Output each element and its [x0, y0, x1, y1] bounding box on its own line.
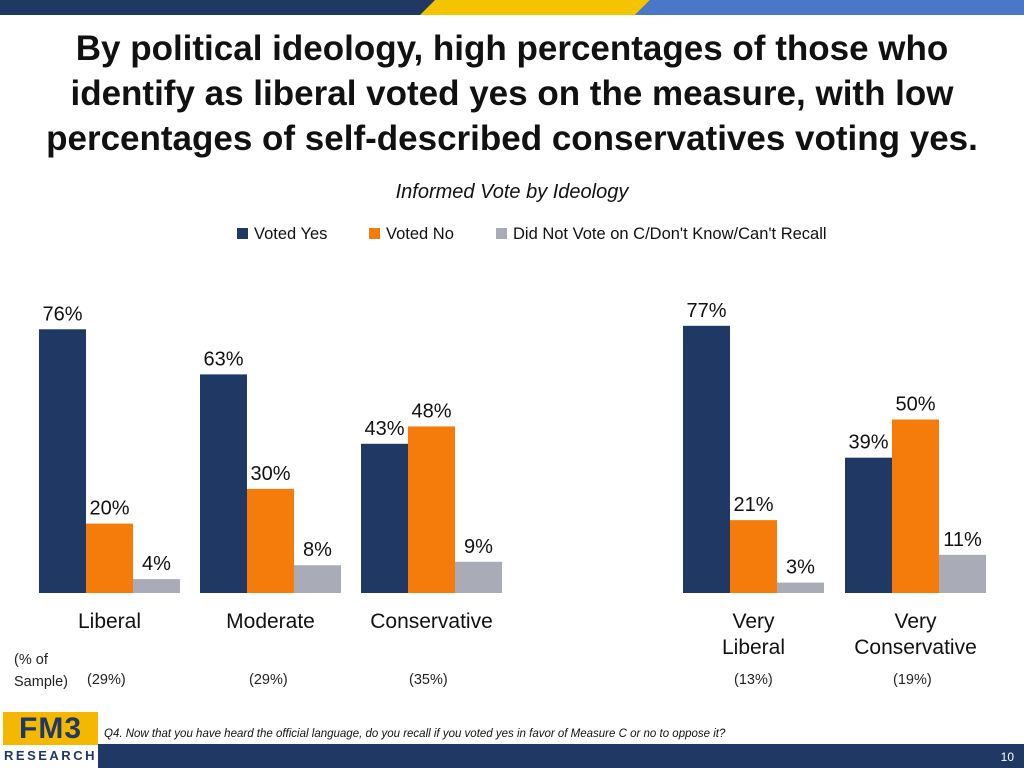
sample-label: (% of Sample) [14, 649, 68, 693]
bar-moderate-voted-yes [200, 374, 247, 593]
legend-item-voted-no: Voted No [369, 225, 454, 244]
data-label-very-conservative-voted-no: 50% [895, 394, 935, 416]
legend-item-voted-yes: Voted Yes [237, 225, 327, 244]
legend-label-voted-no: Voted No [386, 225, 454, 243]
data-label-very-liberal-voted-no: 21% [733, 494, 773, 516]
category-label-conservative: Conservative [370, 610, 493, 633]
legend-label-voted-yes: Voted Yes [254, 225, 328, 243]
bar-chart: 76% 20% 4% Liberal 63% 30% 8% Moderate 43% 48% 9% C… [39, 300, 986, 659]
sample-label-line-2: Sample) [14, 674, 68, 690]
title-line-1: By political ideology, high percentages … [75, 29, 949, 68]
bar-moderate-voted-no [247, 488, 294, 593]
bar-liberal-voted-no [86, 523, 133, 593]
data-label-conservative-voted-yes: 43% [364, 418, 404, 440]
top-banner [0, 0, 1024, 15]
data-label-moderate-did-not-vote: 8% [303, 539, 332, 561]
sample-value-moderate: (29%) [249, 672, 288, 688]
data-label-liberal-voted-yes: 76% [42, 303, 82, 325]
data-label-very-liberal-voted-yes: 77% [686, 300, 726, 322]
bar-very-liberal-voted-no [730, 520, 777, 593]
data-label-liberal-voted-no: 20% [89, 498, 129, 520]
title-line-2: identify as liberal voted yes on the mea… [70, 74, 954, 113]
bar-moderate-did-not-vote [294, 565, 341, 593]
data-label-liberal-did-not-vote: 4% [142, 553, 171, 575]
bar-very-conservative-did-not-vote [939, 554, 986, 593]
legend-item-did-not-vote: Did Not Vote on C/Don't Know/Can't Recal… [496, 225, 827, 244]
legend-swatch-did-not-vote [496, 228, 507, 239]
data-label-very-liberal-did-not-vote: 3% [786, 557, 815, 579]
data-label-moderate-voted-no: 30% [250, 463, 290, 485]
bar-conservative-voted-yes [361, 443, 408, 593]
page-number: 10 [1000, 750, 1014, 764]
bar-very-conservative-voted-yes [845, 457, 892, 593]
sample-value-very-liberal: (13%) [734, 672, 773, 688]
category-label-liberal: Liberal [78, 610, 141, 633]
bar-conservative-did-not-vote [455, 561, 502, 593]
title-line-3: percentages of self-described conservati… [46, 119, 978, 158]
category-label-moderate: Moderate [226, 610, 315, 633]
chart-subtitle: Informed Vote by Ideology [395, 181, 629, 203]
bar-liberal-voted-yes [39, 329, 86, 593]
bar-liberal-did-not-vote [133, 579, 180, 593]
fm3-logo: FM3 RESEARCH [0, 708, 98, 768]
sample-value-very-conservative: (19%) [893, 672, 932, 688]
logo-fm3-text: FM3 [3, 712, 98, 745]
sample-value-conservative: (35%) [409, 672, 448, 688]
category-label-very-conservative-line-1: Very [894, 610, 937, 633]
footer-bar [0, 744, 1024, 768]
data-label-moderate-voted-yes: 63% [203, 348, 243, 370]
data-label-conservative-voted-no: 48% [411, 400, 451, 422]
legend-swatch-voted-no [369, 228, 380, 239]
page-title: By political ideology, high percentages … [0, 26, 1024, 161]
data-label-very-conservative-did-not-vote: 11% [943, 529, 982, 551]
survey-question-footnote: Q4. Now that you have heard the official… [104, 728, 726, 740]
sample-label-line-1: (% of [14, 652, 48, 668]
legend-swatch-voted-yes [237, 228, 248, 239]
category-label-very-conservative-line-2: Conservative [854, 636, 977, 659]
legend-label-did-not-vote: Did Not Vote on C/Don't Know/Can't Recal… [513, 225, 827, 243]
sample-value-liberal: (29%) [87, 672, 126, 688]
data-label-conservative-did-not-vote: 9% [464, 536, 493, 558]
data-label-very-conservative-voted-yes: 39% [848, 432, 888, 454]
logo-research-text: RESEARCH [4, 748, 97, 763]
category-label-very-liberal-line-1: Very [732, 610, 775, 633]
bar-very-liberal-voted-yes [683, 325, 730, 593]
bar-conservative-voted-no [408, 426, 455, 593]
top-banner-graphic [0, 0, 1024, 15]
bar-very-conservative-voted-no [892, 419, 939, 593]
bar-very-liberal-did-not-vote [777, 582, 824, 593]
category-label-very-liberal-line-2: Liberal [722, 636, 785, 659]
